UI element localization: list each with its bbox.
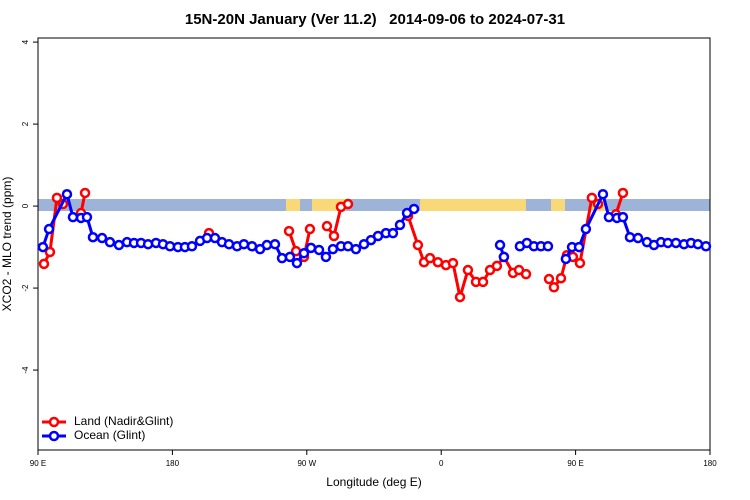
point: [477, 276, 489, 288]
point: [113, 239, 125, 251]
point: [586, 192, 598, 204]
point: [291, 257, 303, 269]
land-patch: [420, 199, 526, 211]
map-strip: [38, 199, 710, 211]
point: [261, 239, 273, 251]
point: [246, 241, 258, 252]
point: [186, 241, 198, 252]
point: [38, 258, 50, 270]
x-axis-label: Longitude (deg E): [326, 475, 421, 489]
point: [87, 231, 99, 243]
y-axis-label: XCO2 - MLO trend (ppm): [0, 177, 14, 312]
y-tick-label: 4: [21, 39, 30, 44]
point: [394, 219, 406, 231]
legend-label: Land (Nadir&Glint): [74, 414, 173, 428]
point: [580, 223, 592, 235]
y-tick-label: 0: [21, 203, 30, 208]
land-patch: [551, 199, 565, 211]
point: [284, 251, 296, 263]
point: [520, 268, 532, 280]
point: [328, 230, 340, 242]
y-tick-label: -2: [21, 284, 30, 292]
point: [662, 237, 674, 249]
land-patch: [286, 199, 300, 211]
ocean-band: [38, 199, 710, 211]
point: [298, 247, 310, 259]
chart-title: 15N-20N January (Ver 11.2) 2014-09-06 to…: [185, 11, 565, 28]
point: [37, 241, 49, 253]
point: [305, 242, 317, 254]
point: [238, 238, 250, 250]
x-tick-label: 90 W: [297, 459, 316, 468]
point: [424, 252, 436, 264]
x-tick-label: 0: [439, 459, 444, 468]
point: [432, 256, 444, 268]
point: [542, 241, 554, 252]
legend-marker: [48, 430, 60, 442]
point: [320, 251, 332, 263]
point: [408, 203, 420, 215]
point: [79, 187, 91, 199]
point: [350, 243, 362, 255]
point: [96, 232, 108, 244]
point: [104, 236, 116, 248]
point: [617, 187, 629, 199]
point: [573, 241, 585, 253]
point: [462, 264, 474, 276]
x-tick-label: 90 E: [567, 459, 583, 468]
y-tick-label: 2: [21, 121, 30, 126]
point: [624, 231, 636, 243]
point: [597, 188, 609, 200]
point: [548, 281, 560, 293]
point: [555, 272, 567, 284]
point: [494, 239, 506, 251]
point: [67, 211, 79, 223]
point: [81, 211, 93, 223]
point: [412, 239, 424, 251]
point: [304, 223, 316, 235]
y-tick-label: -4: [21, 366, 30, 374]
point: [223, 238, 235, 250]
point: [574, 257, 586, 269]
x-tick-label: 90 E: [30, 459, 46, 468]
point: [603, 211, 615, 223]
legend-marker: [48, 416, 60, 428]
point: [51, 192, 63, 204]
point: [142, 238, 154, 250]
point: [670, 237, 682, 249]
point: [321, 220, 333, 232]
series: [37, 188, 712, 269]
point: [43, 223, 55, 235]
x-tick-label: 180: [166, 459, 180, 468]
point: [269, 238, 281, 250]
point: [692, 238, 704, 250]
point: [44, 246, 56, 258]
point: [700, 241, 712, 252]
legend: Land (Nadir&Glint)Ocean (Glint): [42, 414, 173, 442]
point: [543, 273, 555, 285]
point: [313, 244, 325, 256]
point: [454, 291, 466, 303]
point: [387, 227, 399, 239]
point: [276, 252, 288, 264]
point: [560, 253, 572, 265]
legend-label: Ocean (Glint): [74, 428, 145, 442]
point: [498, 251, 510, 263]
point: [632, 232, 644, 244]
point: [491, 260, 503, 272]
point: [61, 188, 73, 200]
point: [283, 225, 295, 237]
point: [617, 211, 629, 223]
x-tick-label: 180: [703, 459, 717, 468]
point: [327, 243, 339, 255]
point: [342, 198, 354, 210]
point: [447, 257, 459, 269]
